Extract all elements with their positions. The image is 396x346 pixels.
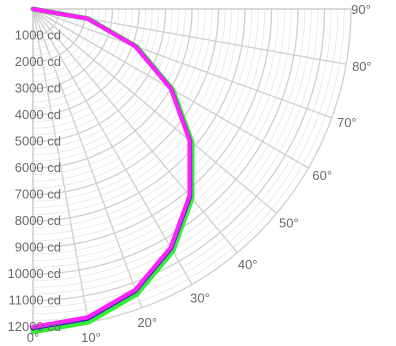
grid-ring-minor [32,8,206,182]
grid-ring-minor [32,8,120,96]
grid-ring-major [32,8,220,196]
angle-tick-label: 60° [312,168,332,183]
grid-ring-major [32,8,114,90]
r-tick-label: 11000 cd [8,293,61,308]
angle-tick-label: 0° [27,330,39,345]
r-tick-label: 10000 cd [8,266,62,281]
grid-ring-minor [32,8,292,268]
grid-spoke [32,8,278,214]
angle-tick-label: 10° [81,330,101,345]
grid-ring-major [32,8,193,169]
grid-ring-minor [32,8,332,308]
grid-ring-minor [32,8,312,288]
angle-tick-label: 80° [352,59,372,74]
r-tick-label: 1000 cd [15,28,61,43]
grid-ring-major [32,8,299,275]
grid-ring-minor [32,8,266,242]
r-tick-label: 2000 cd [15,54,61,69]
grid-ring-minor [32,8,133,109]
grid-spoke [32,8,238,254]
grid-ring-minor [32,8,239,215]
grid-spoke [32,8,193,285]
grid-ring-minor [32,8,107,83]
angle-tick-label: 30° [190,290,210,305]
grid-spoke [32,8,143,309]
grid-ring-major [32,8,246,222]
grid-ring-minor [32,8,186,162]
series-layer [30,6,195,335]
r-tick-label: 6000 cd [15,160,61,175]
grid-ring-minor [32,8,233,209]
grid-ring-minor [32,8,160,136]
r-tick-label: 4000 cd [15,107,61,122]
r-tick-label: 5000 cd [15,134,61,149]
grid-ring-minor [32,8,147,123]
grid-ring-major [32,8,273,249]
grid-ring-major [32,8,352,328]
grid-ring-major [32,8,140,116]
grid-ring-minor [32,8,153,129]
r-tick-label: 9000 cd [15,240,61,255]
r-tick-label: 12000 cd [8,319,62,334]
angle-tick-label: 40° [238,257,258,272]
r-tick-label: 8000 cd [15,213,61,228]
series-line-3 [30,6,192,330]
r-tick-label: 7000 cd [15,187,61,202]
grid-ring-minor [32,8,339,315]
angle-tick-label: 50° [279,216,299,231]
grid-ring-minor [32,8,286,262]
labels: 1000 cd 2000 cd 3000 cd 4000 cd 5000 cd 6000 … [8,2,372,345]
grid-ring-major [32,8,326,302]
grid-ring-minor [32,8,180,156]
grid-ring-minor [32,8,127,103]
r-tick-label: 3000 cd [15,81,61,96]
grid-spoke [32,8,333,119]
grid-spoke [32,8,89,323]
grid-ring-minor [32,8,200,176]
angle-tick-label: 20° [137,315,157,330]
grid-ring-minor [32,8,173,149]
grid-ring-minor [32,8,213,189]
grid-ring-minor [32,8,319,295]
angle-tick-label: 90° [351,2,371,17]
grid-ring-minor [32,8,279,255]
grid-ring-major [32,8,167,143]
angle-tick-label: 70° [337,115,357,130]
grid-ring-minor [32,8,226,202]
grid-ring-minor [32,8,306,282]
